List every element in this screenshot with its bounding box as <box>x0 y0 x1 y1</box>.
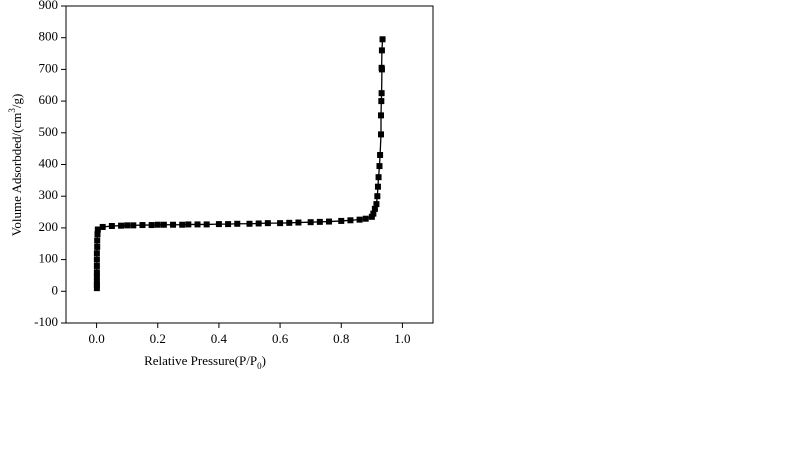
data-point <box>356 216 363 223</box>
data-point <box>377 151 384 158</box>
data-point <box>94 237 101 244</box>
data-point <box>225 221 232 228</box>
y-tick-label: 700 <box>39 60 59 75</box>
data-point <box>362 215 369 222</box>
data-point <box>93 285 100 292</box>
data-point <box>170 221 177 228</box>
data-point <box>378 64 385 71</box>
data-point <box>130 222 137 229</box>
data-point <box>93 256 100 263</box>
data-point <box>307 219 314 226</box>
x-tick-label: 0.6 <box>272 331 289 346</box>
data-point <box>246 220 253 227</box>
x-tick-label: 0.8 <box>333 331 349 346</box>
data-point <box>94 226 101 233</box>
series-line <box>96 39 384 289</box>
data-point <box>368 213 375 220</box>
data-point <box>203 221 210 228</box>
x-axis-label: Relative Pressure(P/P0) <box>144 353 266 371</box>
data-point <box>375 174 382 181</box>
data-point <box>373 201 380 208</box>
y-tick-label: 500 <box>39 124 59 139</box>
data-point <box>295 219 302 226</box>
data-point <box>378 131 385 138</box>
data-point <box>378 90 385 97</box>
data-point <box>108 222 115 229</box>
data-point <box>179 221 186 228</box>
data-point <box>148 222 155 229</box>
data-point <box>277 220 284 227</box>
data-point <box>139 222 146 229</box>
data-point <box>94 231 101 238</box>
y-tick-label: 800 <box>39 29 59 44</box>
data-point <box>118 222 125 229</box>
y-tick-label: 200 <box>39 219 59 234</box>
data-point <box>347 217 354 224</box>
data-point <box>379 36 386 43</box>
data-point <box>124 222 131 229</box>
y-tick-label: -100 <box>34 314 58 329</box>
x-tick-label: 0.0 <box>88 331 104 346</box>
y-tick-label: 300 <box>39 187 59 202</box>
data-point <box>234 220 241 227</box>
data-point <box>338 217 345 224</box>
data-point <box>371 205 378 212</box>
data-point <box>255 220 262 227</box>
data-point <box>374 183 381 190</box>
y-tick-label: 400 <box>39 155 59 170</box>
data-point <box>93 250 100 257</box>
data-point <box>378 47 385 54</box>
data-point <box>316 218 323 225</box>
data-point <box>93 278 100 285</box>
y-tick-label: 100 <box>39 251 59 266</box>
data-point <box>93 274 100 281</box>
data-point <box>93 262 100 269</box>
data-point <box>93 281 100 288</box>
x-tick-label: 0.2 <box>150 331 166 346</box>
y-tick-label: 600 <box>39 92 59 107</box>
data-point <box>374 193 381 200</box>
data-point <box>185 221 192 228</box>
data-point <box>154 221 161 228</box>
y-axis-label: Volume Adsorbded/(cm3/g) <box>7 94 24 237</box>
data-point <box>93 269 100 276</box>
y-tick-label: 0 <box>52 282 59 297</box>
data-point <box>160 221 167 228</box>
data-point <box>94 243 101 250</box>
data-point <box>370 210 377 217</box>
data-point <box>376 163 383 170</box>
data-point <box>326 218 333 225</box>
data-point <box>99 223 106 230</box>
data-point <box>286 219 293 226</box>
data-point <box>378 98 385 105</box>
data-point <box>194 221 201 228</box>
data-point <box>264 220 271 227</box>
data-point <box>215 221 222 228</box>
x-tick-label: 0.4 <box>211 331 228 346</box>
y-tick-label: 900 <box>39 0 59 12</box>
x-tick-label: 1.0 <box>394 331 410 346</box>
data-point <box>378 112 385 119</box>
